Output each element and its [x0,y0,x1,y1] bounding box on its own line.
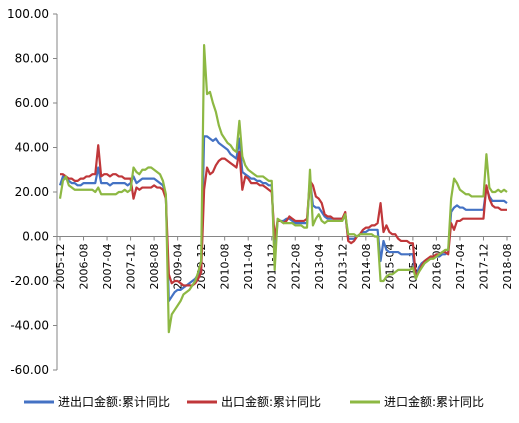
x-axis: 2005-12 2006-08 2007-04 2007-12 2008-08 2009-… [54,236,514,290]
y-tick-label: 60.00 [15,96,49,110]
x-tick-label: 2007-12 [125,244,138,290]
x-tick-label: 2007-04 [101,244,114,290]
x-tick-label: 2005-12 [54,244,67,290]
y-tick-label: 100.00 [7,7,49,21]
y-tick-label: 20.00 [15,185,49,199]
x-tick-label: 2011-04 [242,243,255,289]
x-tick-label: 2006-08 [78,244,91,290]
x-tick-label: 2017-12 [477,244,490,290]
series-line-3 [58,44,508,334]
legend-label-1: 进出口金额:累计同比 [58,394,170,409]
x-tick-label: 2010-08 [219,244,232,290]
y-tick-label: 40.00 [15,141,49,155]
y-tick-label: -20.00 [10,274,49,288]
x-tick-label: 2009-04 [172,244,185,290]
x-tick-label: 2008-08 [148,244,161,290]
y-tick-label: -60.00 [10,363,49,377]
x-tick-label: 2012-08 [289,244,302,290]
plot-area [58,44,508,334]
legend-label-2: 出口金额:累计同比 [221,394,321,409]
x-tick-label: 2013-12 [336,244,349,290]
y-tick-label: 0.00 [22,230,49,244]
x-tick-label: 2014-08 [360,244,373,290]
legend: 进出口金额:累计同比 出口金额:累计同比 进口金额:累计同比 [24,394,484,409]
x-tick-label: 2015-04 [383,244,396,290]
y-axis: 100.00 80.00 60.00 40.00 20.00 0.00 -20.00 -40.… [7,7,58,377]
x-tick-label: 2013-04 [313,244,326,290]
x-tick-label: 2016-08 [430,244,443,290]
legend-label-3: 进口金额:累计同比 [384,394,484,409]
y-tick-label: -40.00 [10,319,49,333]
x-tick-label: 2017-04 [454,244,467,290]
x-tick-label: 2018-08 [501,244,514,290]
y-tick-label: 80.00 [15,52,49,66]
